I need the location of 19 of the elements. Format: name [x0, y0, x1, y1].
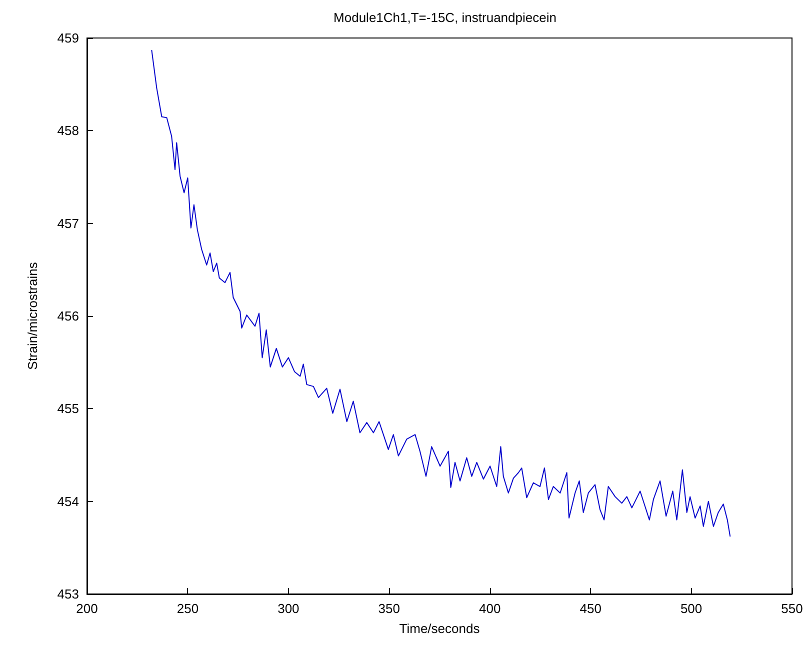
y-tick-label: 459: [57, 30, 79, 46]
y-tick-label: 458: [57, 123, 79, 138]
x-tick-label: 450: [580, 601, 602, 616]
y-tick-label: 453: [57, 586, 79, 602]
x-tick-label: 500: [680, 601, 702, 616]
x-tick-label: 250: [176, 601, 199, 616]
y-tick-label: 454: [57, 494, 79, 509]
chart-title: Module1Ch1,T=-15C, instruandpiecein: [334, 10, 556, 25]
x-tick-label: 350: [378, 601, 400, 616]
line-series: [151, 50, 731, 538]
x-tick-label: 300: [278, 601, 300, 616]
x-tick-label: 400: [479, 601, 501, 616]
x-axis-title: Time/seconds: [399, 621, 480, 636]
x-tick-label: 200: [76, 601, 98, 616]
x-tick-label: 550: [781, 601, 803, 616]
y-axis-title: Strain/microstrains: [25, 262, 40, 370]
y-tick-label: 455: [57, 401, 79, 416]
y-tick-label: 457: [57, 216, 79, 231]
y-tick-label: 456: [57, 308, 79, 324]
